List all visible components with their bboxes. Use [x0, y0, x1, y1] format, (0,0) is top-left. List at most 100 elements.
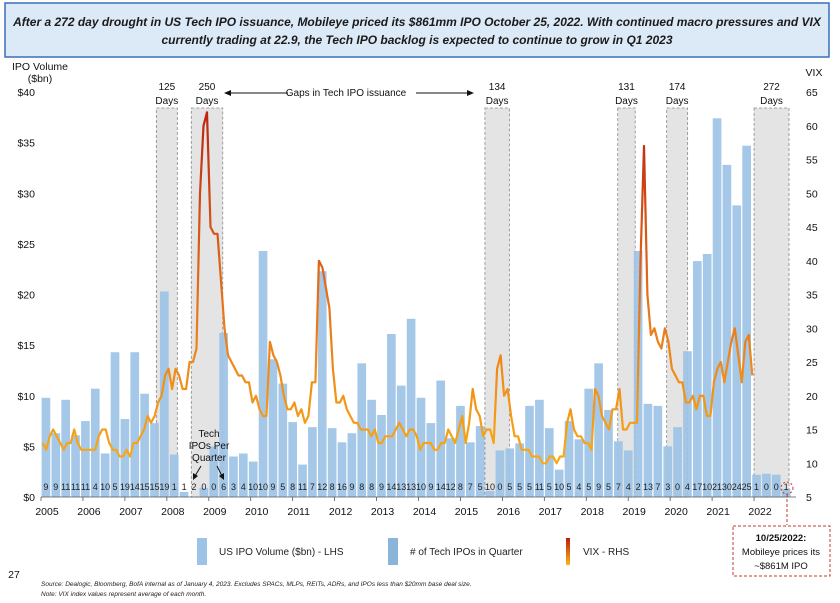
left-tick-label: $25: [17, 239, 35, 251]
ipo-count-label: 16: [337, 482, 347, 492]
ipos-per-quarter-label-1: Tech: [198, 429, 219, 440]
ipo-count-label: 4: [626, 482, 631, 492]
ipo-count-label: 0: [211, 482, 216, 492]
volume-bar: [140, 393, 149, 497]
volume-bar: [90, 388, 100, 497]
ipos-per-quarter-label-2: IPOs Per: [189, 441, 230, 452]
ipo-count-label: 19: [159, 482, 169, 492]
volume-bar: [219, 332, 228, 497]
ipo-count-label: 25: [742, 482, 752, 492]
ipo-count-label: 11: [535, 482, 544, 492]
page-number: 27: [8, 569, 20, 581]
left-tick-label: $20: [17, 290, 35, 302]
ipo-count-label: 9: [270, 482, 275, 492]
volume-bar: [160, 291, 169, 497]
x-tick-label: 2010: [245, 506, 269, 518]
ipo-count-label: 14: [386, 482, 396, 492]
ipo-count-label: 8: [369, 482, 374, 492]
volume-bar: [554, 469, 564, 497]
ipo-count-label: 12: [317, 482, 327, 492]
gap-label-unit: Days: [615, 96, 638, 107]
left-axis-title-2: ($bn): [28, 73, 53, 85]
left-tick-label: $40: [17, 87, 35, 99]
ipo-count-label: 7: [616, 482, 621, 492]
ipo-count-label: 12: [446, 482, 456, 492]
ipo-count-label: 9: [428, 482, 433, 492]
ipo-count-label: 0: [774, 482, 779, 492]
volume-bar: [199, 487, 209, 497]
ipo-count-label: 8: [359, 482, 364, 492]
ipo-count-label: 14: [436, 482, 446, 492]
volume-bar: [347, 433, 357, 497]
ipo-count-label: 1: [172, 482, 177, 492]
volume-bar: [742, 145, 751, 497]
x-tick-label: 2008: [161, 506, 185, 518]
right-tick-label: 15: [806, 425, 818, 437]
volume-bar: [278, 383, 288, 497]
ipo-count-label: 19: [120, 482, 130, 492]
ipo-count-label: 3: [231, 482, 236, 492]
ipo-count-label: 11: [298, 482, 307, 492]
header-banner: [4, 2, 830, 58]
ipo-count-label: 3: [665, 482, 670, 492]
gap-label-days: 134: [489, 82, 506, 93]
ipo-count-label: 4: [93, 482, 98, 492]
legend-swatch-count: [388, 538, 398, 565]
ipo-count-label: 10: [554, 482, 564, 492]
volume-bar: [643, 403, 653, 497]
ipo-count-label: 5: [113, 482, 118, 492]
ipos-per-quarter-label-3: Quarter: [192, 453, 227, 464]
volume-bar: [317, 271, 327, 497]
x-tick-label: 2018: [581, 506, 605, 518]
volume-bar: [771, 474, 781, 497]
ipo-count-label: 9: [596, 482, 601, 492]
right-tick-label: 50: [806, 188, 818, 200]
volume-bar: [288, 422, 298, 497]
ipo-count-label: 8: [290, 482, 295, 492]
volume-bar: [81, 421, 90, 497]
ipo-count-label: 15: [149, 482, 159, 492]
right-tick-label: 35: [806, 290, 818, 302]
ipo-count-label: 5: [547, 482, 552, 492]
gap-label-days: 131: [618, 82, 635, 93]
volume-bar: [702, 254, 712, 497]
volume-bar: [130, 352, 140, 497]
volume-bar: [564, 421, 574, 497]
right-tick-label: 30: [806, 323, 818, 335]
gap-label-days: 272: [763, 82, 780, 93]
ipo-count-label: 9: [43, 482, 48, 492]
legend: US IPO Volume ($bn) - LHS # of Tech IPOs…: [197, 538, 629, 565]
gap-shade-5: [753, 107, 790, 498]
volume-bar: [406, 318, 416, 497]
volume-bar: [465, 442, 475, 497]
volume-bar: [229, 456, 238, 497]
volume-bar: [110, 352, 120, 497]
ipo-count-label: 10: [416, 482, 426, 492]
ipo-count-label: 7: [468, 482, 473, 492]
gap-label-unit: Days: [196, 96, 219, 107]
volume-bar: [298, 464, 307, 497]
left-tick-label: $10: [17, 391, 35, 403]
volume-bar: [475, 426, 485, 497]
ipo-count-label: 11: [61, 482, 70, 492]
ipo-count-label: 1: [784, 482, 789, 492]
right-tick-label: 40: [806, 256, 818, 268]
left-axis-title-1: IPO Volume: [12, 61, 68, 73]
volume-bar: [692, 261, 702, 497]
volume-bar: [722, 164, 732, 497]
volume-bar: [179, 491, 189, 497]
volume-bar: [268, 359, 278, 497]
volume-bar: [781, 488, 791, 497]
volume-bar: [544, 428, 554, 497]
gap-label-days: 125: [158, 82, 175, 93]
volume-bar: [426, 423, 436, 497]
ipo-count-label: 11: [81, 482, 90, 492]
x-tick-label: 2016: [497, 506, 521, 518]
volume-bar: [752, 474, 761, 497]
volume-bar: [387, 333, 396, 497]
volume-bar: [604, 409, 613, 497]
x-tick-label: 2013: [371, 506, 395, 518]
x-tick-label: 2022: [748, 506, 772, 518]
ipo-count-label: 1: [754, 482, 759, 492]
ipo-count-label: 5: [280, 482, 285, 492]
